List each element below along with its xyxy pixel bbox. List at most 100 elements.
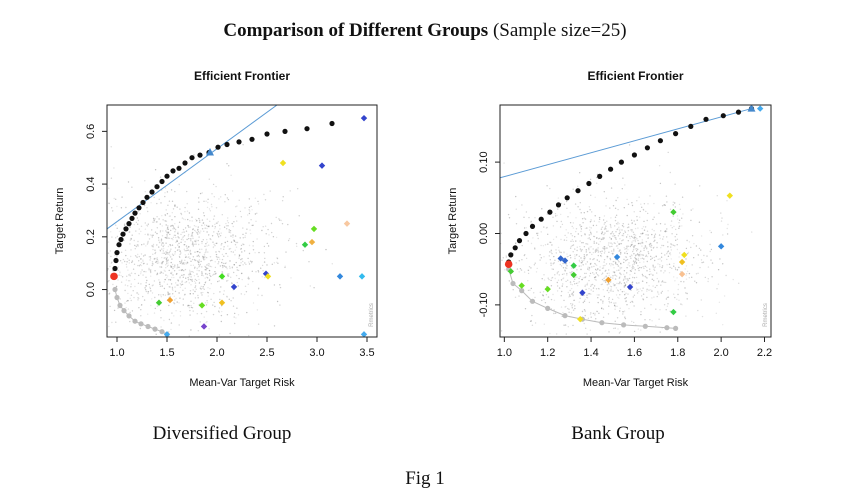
cloud-point — [171, 312, 173, 314]
cloud-point — [164, 195, 166, 198]
cloud-point — [539, 254, 541, 256]
cloud-point — [641, 239, 643, 241]
cloud-point — [190, 273, 192, 276]
cloud-point — [232, 225, 234, 228]
cloud-point — [672, 204, 674, 206]
cloud-point — [189, 293, 191, 295]
cloud-point — [210, 298, 212, 300]
cloud-point — [676, 248, 679, 251]
frontier-upper-point — [575, 188, 581, 194]
cloud-point — [678, 299, 680, 301]
cloud-point — [695, 282, 698, 284]
cloud-point — [197, 260, 199, 262]
cloud-point — [242, 237, 244, 239]
cloud-point — [582, 222, 584, 224]
cloud-point — [206, 343, 207, 344]
cloud-point — [521, 204, 523, 206]
cloud-point — [254, 197, 257, 199]
cloud-point — [173, 226, 175, 229]
cloud-point — [228, 265, 231, 268]
cloud-point — [555, 236, 558, 238]
cloud-point — [166, 251, 168, 254]
cloud-point — [204, 282, 206, 284]
cloud-point — [198, 236, 200, 238]
cloud-point — [613, 302, 615, 304]
cloud-point — [688, 241, 691, 243]
cloud-point — [219, 224, 221, 227]
cloud-point — [110, 231, 112, 233]
cloud-point — [227, 279, 229, 282]
cloud-point — [645, 234, 647, 236]
cloud-point — [613, 242, 615, 244]
cloud-point — [158, 279, 160, 281]
cloud-point — [609, 245, 611, 248]
cloud-point — [229, 332, 231, 335]
cloud-point — [545, 294, 548, 296]
cloud-point — [151, 264, 153, 267]
cloud-point — [174, 299, 176, 301]
cloud-point — [651, 233, 653, 236]
cloud-point — [124, 249, 127, 251]
cloud-point — [673, 276, 675, 278]
cloud-point — [156, 272, 159, 274]
cloud-point — [160, 317, 162, 319]
cloud-point — [579, 208, 581, 211]
cloud-point — [161, 242, 163, 244]
cloud-point — [184, 262, 186, 264]
cloud-point — [127, 280, 130, 282]
asset-point — [507, 268, 515, 275]
cloud-point — [230, 235, 232, 237]
cloud-point — [184, 211, 186, 213]
cloud-point — [618, 226, 620, 228]
cloud-point — [156, 272, 159, 275]
cloud-point — [200, 230, 202, 232]
cloud-point — [543, 323, 545, 325]
cloud-point — [601, 250, 603, 252]
cloud-point — [635, 258, 637, 260]
cloud-point — [216, 222, 218, 224]
cloud-point — [553, 312, 555, 315]
cloud-point — [169, 233, 171, 236]
cloud-point — [222, 265, 224, 267]
cloud-point — [572, 222, 574, 224]
cloud-point — [615, 238, 617, 240]
cloud-point — [524, 254, 526, 256]
cloud-point — [540, 231, 542, 233]
cloud-point — [206, 231, 208, 233]
cloud-point — [592, 290, 594, 292]
cloud-point — [677, 293, 679, 296]
cloud-point — [582, 264, 584, 266]
cloud-point — [571, 303, 574, 305]
cloud-point — [124, 289, 126, 292]
cloud-point — [657, 290, 659, 293]
cloud-point — [154, 270, 156, 272]
asset-point — [557, 255, 564, 262]
x-tick-label: 1.6 — [627, 347, 642, 359]
cloud-point — [218, 341, 219, 342]
cloud-point — [171, 224, 174, 227]
cloud-point — [211, 225, 214, 227]
cloud-point — [178, 246, 180, 249]
cloud-point — [201, 219, 204, 221]
cloud-point — [183, 244, 185, 246]
cloud-point — [631, 204, 634, 207]
cloud-point — [699, 266, 701, 269]
cloud-point — [623, 207, 625, 209]
cloud-point — [618, 332, 621, 334]
cloud-point — [711, 262, 714, 264]
cloud-point — [578, 259, 581, 261]
cloud-point — [227, 275, 230, 277]
cloud-point — [192, 241, 194, 244]
cloud-point — [608, 272, 610, 274]
cloud-point — [247, 257, 249, 260]
cloud-point — [646, 270, 648, 272]
cloud-point — [584, 234, 586, 236]
cloud-point — [195, 239, 197, 241]
cloud-point — [537, 237, 539, 240]
cloud-point — [604, 280, 606, 282]
cloud-point — [644, 307, 646, 309]
cloud-point — [578, 277, 580, 280]
cloud-point — [624, 284, 627, 287]
cloud-point — [290, 277, 292, 279]
cloud-point — [228, 248, 231, 250]
